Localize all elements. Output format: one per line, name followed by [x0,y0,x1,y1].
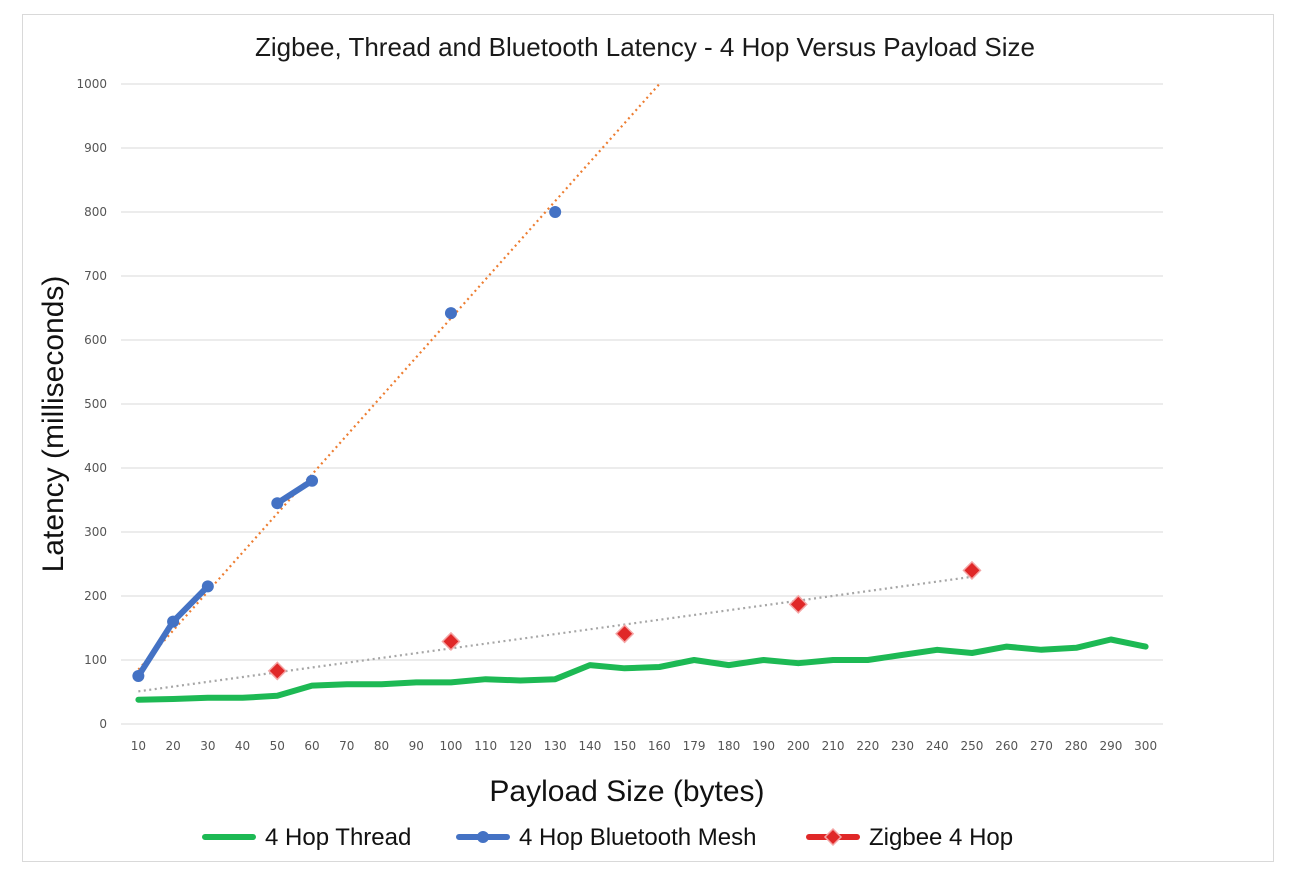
data-point-4-hop-bluetooth-mesh [444,307,457,320]
latency-chart: Zigbee, Thread and Bluetooth Latency - 4… [37,32,1163,851]
x-tick-label: 270 [1030,739,1053,753]
series-markers [132,206,982,682]
data-point-zigbee-4-hop [788,594,808,614]
trendlines [137,83,973,693]
x-tick-label: 290 [1099,739,1122,753]
y-tick-label: 600 [84,333,107,347]
y-tick-label: 400 [84,461,107,475]
x-tick-label: 179 [683,739,706,753]
x-tick-label: 80 [374,739,389,753]
series-line-4-hop-bluetooth-mesh [274,477,315,507]
x-tick-label: 30 [200,739,215,753]
x-tick-label: 160 [648,739,671,753]
x-tick-label: 100 [440,739,463,753]
x-tick-label: 40 [235,739,250,753]
y-tick-labels: 0 100 200 300 400 500 600 700 800 900 1000 [76,77,107,731]
legend-label-zigbee-4-hop: Zigbee 4 Hop [869,824,1013,851]
x-tick-label: 130 [544,739,567,753]
data-point-4-hop-bluetooth-mesh [201,580,214,593]
legend-label-4-hop-bluetooth-mesh: 4 Hop Bluetooth Mesh [519,824,756,851]
legend-item-4-hop-bluetooth-mesh: 4 Hop Bluetooth Mesh [456,824,756,851]
legend-label-4-hop-thread: 4 Hop Thread [265,824,411,851]
y-tick-label: 300 [84,525,107,539]
legend-marker-zigbee-4-hop [823,827,843,847]
data-point-4-hop-bluetooth-mesh [132,670,145,682]
x-tick-label: 240 [926,739,949,753]
x-tick-label: 60 [304,739,319,753]
x-tick-label: 70 [339,739,354,753]
x-tick-label: 300 [1134,739,1157,753]
x-tick-label: 220 [856,739,879,753]
legend-item-zigbee-4-hop: Zigbee 4 Hop [806,824,1013,851]
x-tick-label: 210 [822,739,845,753]
x-tick-label: 10 [131,739,146,753]
series-line-4-hop-thread [135,636,1149,703]
x-tick-label: 140 [578,739,601,753]
legend-item-4-hop-thread: 4 Hop Thread [202,824,411,851]
x-tick-label: 120 [509,739,532,753]
x-tick-label: 250 [961,739,984,753]
legend: 4 Hop Thread 4 Hop Bluetooth Mesh Zigbee 4… [202,824,1013,851]
y-tick-label: 200 [84,589,107,603]
data-point-zigbee-4-hop [267,661,287,681]
data-point-zigbee-4-hop [441,631,461,652]
chart-title: Zigbee, Thread and Bluetooth Latency - 4… [255,32,1035,62]
y-axis-title: Latency (milliseconds) [37,276,70,573]
y-tick-label: 900 [84,141,107,155]
data-point-4-hop-bluetooth-mesh [549,206,562,218]
gridlines [121,83,1163,725]
x-tick-label: 180 [717,739,740,753]
x-tick-label: 20 [165,739,180,753]
data-point-4-hop-bluetooth-mesh [167,615,180,628]
y-tick-label: 100 [84,653,107,667]
legend-marker-4-hop-bluetooth-mesh [477,831,489,843]
y-tick-label: 800 [84,205,107,219]
trendline-4-hop-bluetooth-mesh [137,83,661,671]
data-point-zigbee-4-hop [615,624,635,644]
data-point-zigbee-4-hop [962,560,982,580]
x-tick-label: 230 [891,739,914,753]
series-lines [135,477,1149,703]
x-tick-label: 150 [613,739,636,753]
y-tick-label: 700 [84,269,107,283]
x-axis-title: Payload Size (bytes) [489,775,764,808]
trendline-zigbee-4-hop [138,575,973,693]
x-tick-label: 200 [787,739,810,753]
x-tick-label: 190 [752,739,775,753]
x-tick-label: 260 [995,739,1018,753]
y-tick-label: 1000 [76,77,107,91]
data-point-4-hop-bluetooth-mesh [306,474,319,487]
y-tick-label: 500 [84,397,107,411]
y-tick-label: 0 [99,717,107,731]
x-tick-label: 50 [270,739,285,753]
x-tick-label: 90 [409,739,424,753]
x-tick-label: 110 [474,739,497,753]
chart-frame: Zigbee, Thread and Bluetooth Latency - 4… [22,14,1274,862]
data-point-4-hop-bluetooth-mesh [271,497,284,510]
x-tick-labels: 10 20 30 40 50 60 70 80 90 100 110 120 130 140 150 160 1… [131,739,1157,753]
x-tick-label: 280 [1065,739,1088,753]
series-line-4-hop-bluetooth-mesh [135,583,211,679]
